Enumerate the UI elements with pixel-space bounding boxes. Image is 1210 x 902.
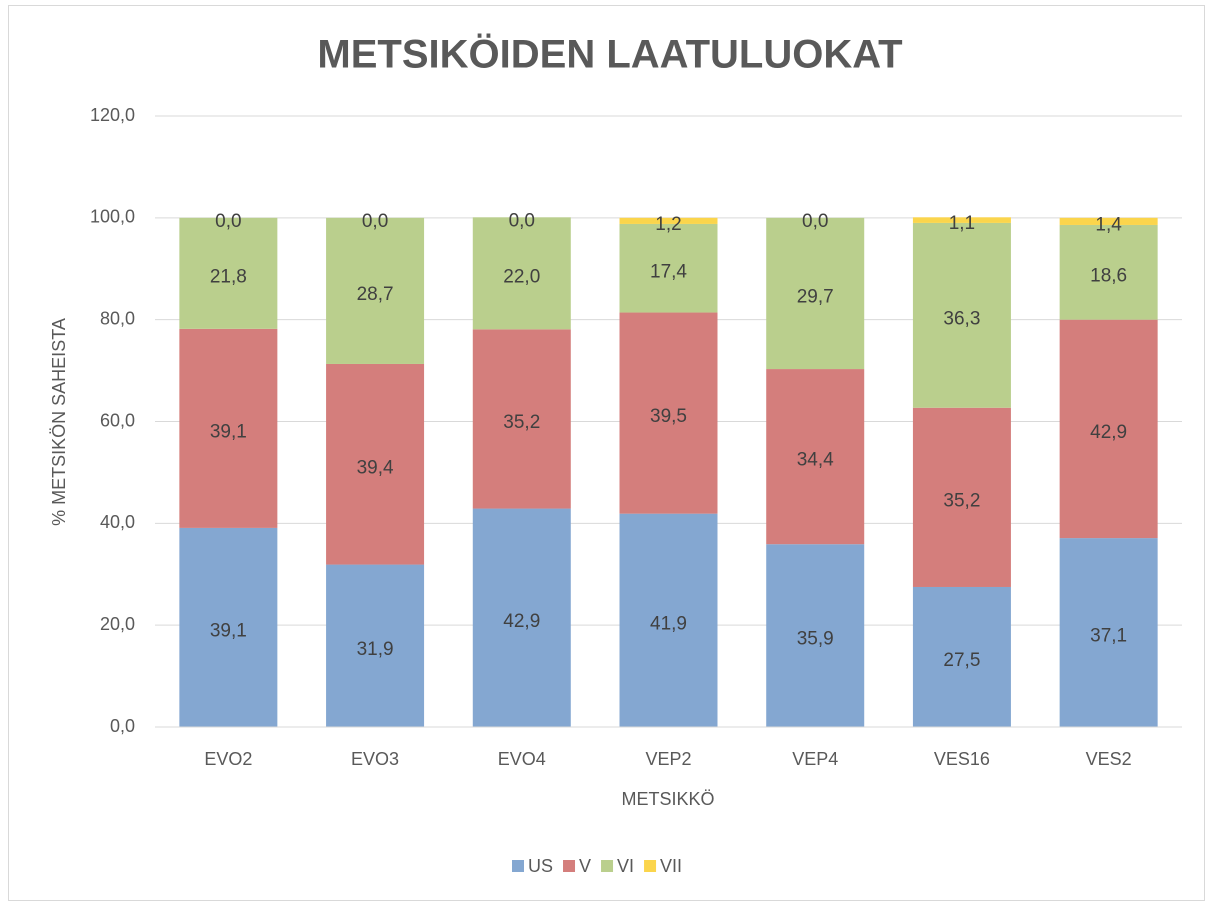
x-tick-label: VES2 <box>1086 749 1132 769</box>
y-tick-label: 120,0 <box>90 105 135 125</box>
x-axis-title: METSIKKÖ <box>621 789 714 809</box>
data-label: 37,1 <box>1090 626 1127 647</box>
bar-segment <box>179 527 278 727</box>
bar-segment <box>619 312 718 514</box>
legend-swatch <box>512 860 524 872</box>
data-label: 1,4 <box>1095 214 1122 235</box>
bar-segment <box>326 564 425 727</box>
bar-segment <box>179 328 278 528</box>
data-label: 35,2 <box>503 412 540 433</box>
data-label: 39,1 <box>210 620 247 641</box>
data-label: 34,4 <box>797 450 834 471</box>
data-label: 0,0 <box>362 211 388 232</box>
y-axis-title: % METSIKÖN SAHEISTA <box>49 318 69 526</box>
x-tick-label: VES16 <box>934 749 990 769</box>
data-label: 39,4 <box>357 457 394 478</box>
data-label: 0,0 <box>802 211 828 232</box>
bar-segment <box>766 544 865 727</box>
x-tick-label: VEP4 <box>792 749 838 769</box>
data-label: 39,1 <box>210 421 247 442</box>
data-label: 28,7 <box>357 284 394 305</box>
x-tick-label: EVO2 <box>204 749 252 769</box>
bar-segment <box>766 217 865 370</box>
y-tick-label: 100,0 <box>90 207 135 227</box>
chart-title: METSIKÖIDEN LAATULUOKAT <box>317 32 902 77</box>
y-tick-label: 40,0 <box>100 512 135 532</box>
data-label: 29,7 <box>797 286 834 307</box>
data-label: 36,3 <box>943 308 980 329</box>
data-label: 21,8 <box>210 266 247 287</box>
bar-segment <box>766 369 865 545</box>
data-label: 39,5 <box>650 406 687 427</box>
data-label: 27,5 <box>943 650 980 671</box>
bar-segment <box>1059 224 1158 320</box>
bar-segment <box>1059 217 1158 225</box>
data-label: 42,9 <box>503 611 540 632</box>
bar-segment <box>619 217 718 224</box>
x-tick-label: EVO3 <box>351 749 399 769</box>
data-label: 35,9 <box>797 629 834 650</box>
x-tick-label: VEP2 <box>645 749 691 769</box>
data-label: 1,1 <box>949 213 975 234</box>
y-tick-label: 80,0 <box>100 308 135 328</box>
bar-segment <box>326 363 425 565</box>
bar-segment <box>619 223 718 313</box>
data-label: 22,0 <box>503 266 540 287</box>
bar-segment <box>912 407 1011 587</box>
data-label: 0,0 <box>215 211 241 232</box>
bar-segment <box>1059 319 1158 539</box>
data-label: 17,4 <box>650 261 687 282</box>
data-label: 41,9 <box>650 613 687 634</box>
data-label: 18,6 <box>1090 265 1127 286</box>
data-label: 1,2 <box>655 214 681 235</box>
bar-segment <box>912 586 1011 727</box>
data-label: 35,2 <box>943 490 980 511</box>
bar-segment <box>912 222 1011 408</box>
bar-segment <box>472 329 571 509</box>
data-label: 31,9 <box>357 639 394 660</box>
bar-segment <box>1059 538 1158 727</box>
bar-segment <box>472 508 571 727</box>
legend-swatch <box>601 860 614 872</box>
legend-swatch <box>563 860 576 872</box>
legend-swatch <box>644 860 657 872</box>
legend-label: VI <box>617 856 634 876</box>
data-label: 0,0 <box>509 210 535 231</box>
bar-segment <box>472 217 571 330</box>
bar-segment <box>912 217 1011 223</box>
bar-segment <box>619 513 718 727</box>
y-tick-label: 60,0 <box>100 410 135 430</box>
x-tick-label: EVO4 <box>498 749 546 769</box>
y-tick-label: 0,0 <box>110 716 135 736</box>
legend-label: US <box>528 856 553 876</box>
data-label: 42,9 <box>1090 422 1127 443</box>
legend-label: V <box>579 856 591 876</box>
bar-segment <box>326 217 425 364</box>
bar-segment <box>179 217 278 329</box>
y-tick-label: 20,0 <box>100 614 135 634</box>
legend-label: VII <box>660 856 682 876</box>
